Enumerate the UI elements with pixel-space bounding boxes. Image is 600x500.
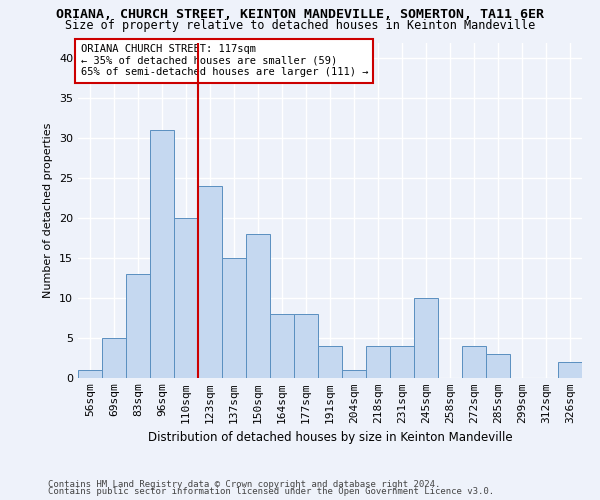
Text: Size of property relative to detached houses in Keinton Mandeville: Size of property relative to detached ho…	[65, 19, 535, 32]
Bar	[414, 298, 438, 378]
X-axis label: Distribution of detached houses by size in Keinton Mandeville: Distribution of detached houses by size …	[148, 431, 512, 444]
Bar	[102, 338, 126, 378]
Bar	[558, 362, 582, 378]
Bar	[246, 234, 270, 378]
Text: ORIANA CHURCH STREET: 117sqm
← 35% of detached houses are smaller (59)
65% of se: ORIANA CHURCH STREET: 117sqm ← 35% of de…	[80, 44, 368, 78]
Bar	[270, 314, 294, 378]
Text: ORIANA, CHURCH STREET, KEINTON MANDEVILLE, SOMERTON, TA11 6ER: ORIANA, CHURCH STREET, KEINTON MANDEVILL…	[56, 8, 544, 20]
Bar	[222, 258, 246, 378]
Bar	[462, 346, 486, 378]
Y-axis label: Number of detached properties: Number of detached properties	[43, 122, 53, 298]
Text: Contains HM Land Registry data © Crown copyright and database right 2024.: Contains HM Land Registry data © Crown c…	[48, 480, 440, 489]
Bar	[390, 346, 414, 378]
Bar	[126, 274, 150, 378]
Bar	[150, 130, 174, 378]
Bar	[486, 354, 510, 378]
Bar	[198, 186, 222, 378]
Bar	[318, 346, 342, 378]
Bar	[366, 346, 390, 378]
Bar	[174, 218, 198, 378]
Bar	[342, 370, 366, 378]
Bar	[294, 314, 318, 378]
Text: Contains public sector information licensed under the Open Government Licence v3: Contains public sector information licen…	[48, 487, 494, 496]
Bar	[78, 370, 102, 378]
